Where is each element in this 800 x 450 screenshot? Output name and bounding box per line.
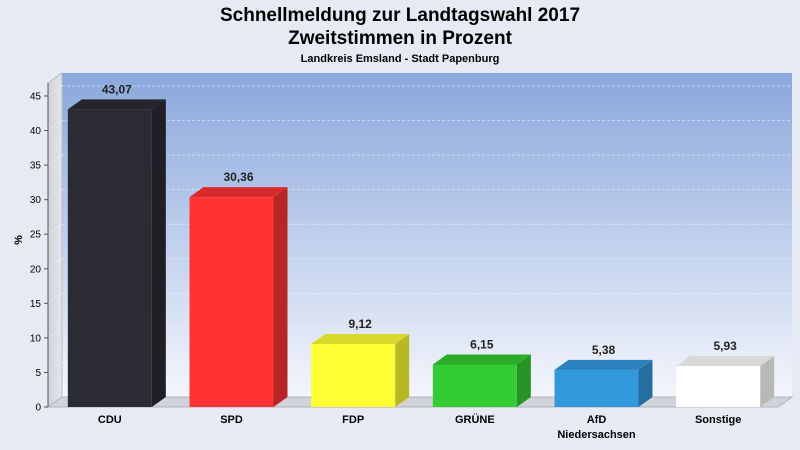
y-tick-label: 40 — [30, 126, 42, 137]
data-label: 5,93 — [713, 339, 737, 353]
bar-front — [554, 369, 639, 407]
gridline — [47, 292, 63, 304]
bar-front — [432, 364, 517, 407]
bar-front — [311, 343, 396, 407]
y-tick-label: 35 — [30, 161, 42, 172]
gridline — [47, 120, 63, 131]
bar — [189, 187, 288, 407]
chart-title-2: Zweitstimmen in Prozent — [288, 28, 512, 49]
bar-side — [638, 359, 653, 407]
x-tick-label: Sonstige — [695, 414, 741, 426]
x-tick-label: GRÜNE — [455, 413, 495, 426]
gridline — [47, 189, 63, 201]
chart-title: Schnellmeldung zur Landtagswahl 2017 — [219, 5, 581, 26]
bar-side — [273, 187, 288, 407]
bar-top — [189, 187, 288, 198]
data-label: 6,15 — [470, 337, 494, 351]
bar — [67, 99, 166, 408]
gridline — [47, 85, 63, 97]
bar-front — [67, 109, 152, 408]
x-tick-label: AfD — [587, 414, 607, 426]
y-tick-label: 5 — [35, 368, 41, 379]
bar-top — [676, 356, 775, 367]
bar — [432, 354, 531, 407]
gridline — [47, 327, 63, 339]
back-wall — [62, 73, 792, 397]
side-wall — [47, 72, 63, 408]
y-tick-label: 15 — [30, 299, 42, 310]
x-tick-label: Niedersachsen — [557, 429, 636, 441]
bar — [676, 356, 775, 407]
gridline — [47, 362, 63, 373]
data-label: 43,07 — [102, 82, 132, 96]
x-tick-label: CDU — [98, 414, 122, 426]
y-tick-label: 25 — [30, 230, 42, 241]
data-label: 30,36 — [223, 170, 253, 184]
bar-top — [432, 354, 531, 365]
gridline — [47, 223, 63, 235]
bar — [554, 359, 653, 407]
gridline — [47, 258, 63, 270]
bar-front — [189, 197, 274, 407]
y-tick-label: 45 — [30, 92, 42, 103]
data-label: 9,12 — [348, 317, 372, 331]
bar-side — [760, 356, 775, 407]
x-tick-label: SPD — [220, 414, 243, 426]
bar-side — [516, 354, 531, 407]
y-tick-label: 20 — [30, 264, 42, 275]
bar-side — [395, 333, 410, 407]
title-block: Schnellmeldung zur Landtagswahl 2017 Zwe… — [0, 0, 800, 65]
bar-top — [554, 359, 653, 370]
bar — [311, 333, 410, 407]
y-tick-label: 10 — [30, 333, 42, 344]
y-tick-label: 30 — [30, 195, 42, 206]
y-axis-label: % — [13, 235, 25, 245]
gridline — [47, 154, 63, 166]
bar-top — [67, 99, 166, 110]
bar-top — [311, 333, 410, 344]
chart-subtitle: Landkreis Emsland - Stadt Papenburg — [300, 53, 500, 65]
x-tick-label: FDP — [342, 414, 364, 426]
bar-side — [151, 99, 166, 408]
bar-front — [676, 366, 761, 407]
data-label: 5,38 — [592, 343, 616, 357]
y-tick-label: 0 — [35, 403, 41, 414]
